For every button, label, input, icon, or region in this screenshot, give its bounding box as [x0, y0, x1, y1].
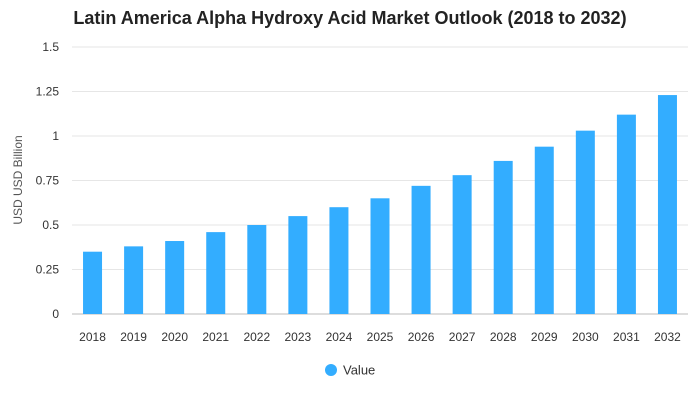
x-tick-label: 2023 — [285, 330, 312, 344]
y-tick-label: 1 — [52, 129, 59, 143]
bar-2018[interactable] — [83, 251, 103, 314]
y-axis-label: USD USD Billion — [11, 135, 25, 224]
y-axis-ticks: 0 0.25 0.5 0.75 1 1.25 1.5 — [36, 40, 60, 321]
y-tick-label: 0 — [52, 307, 59, 321]
x-tick-label: 2031 — [613, 330, 640, 344]
bar-2032[interactable] — [657, 95, 677, 314]
y-tick-label: 1.5 — [42, 40, 59, 54]
x-tick-label: 2027 — [449, 330, 476, 344]
bar-2030[interactable] — [575, 130, 595, 314]
bar-2028[interactable] — [493, 160, 513, 314]
bar-2019[interactable] — [124, 246, 144, 314]
x-tick-label: 2028 — [490, 330, 517, 344]
x-tick-label: 2018 — [79, 330, 106, 344]
bar-2020[interactable] — [165, 241, 185, 314]
x-tick-label: 2019 — [120, 330, 147, 344]
x-tick-label: 2026 — [408, 330, 435, 344]
bar-2031[interactable] — [616, 114, 636, 314]
y-tick-label: 0.25 — [36, 263, 60, 277]
y-tick-label: 0.5 — [42, 218, 59, 232]
x-tick-label: 2030 — [572, 330, 599, 344]
chart-title: Latin America Alpha Hydroxy Acid Market … — [73, 8, 627, 28]
x-tick-label: 2022 — [243, 330, 270, 344]
legend-swatch-value — [325, 364, 337, 376]
x-tick-label: 2021 — [202, 330, 229, 344]
legend[interactable]: Value — [325, 363, 375, 378]
bar-2025[interactable] — [370, 198, 390, 314]
x-tick-label: 2032 — [654, 330, 681, 344]
x-axis-ticks: 2018 2019 2020 2021 2022 2023 2024 2025 2026 2027… — [79, 330, 681, 344]
legend-label-value: Value — [343, 363, 375, 378]
bar-2029[interactable] — [534, 146, 554, 314]
x-tick-label: 2020 — [161, 330, 188, 344]
x-tick-label: 2025 — [367, 330, 394, 344]
bars — [83, 95, 677, 314]
x-tick-label: 2024 — [326, 330, 353, 344]
bar-2021[interactable] — [206, 232, 226, 314]
y-tick-label: 1.25 — [36, 85, 60, 99]
bar-2023[interactable] — [288, 216, 308, 314]
bar-2022[interactable] — [247, 225, 267, 314]
bar-2027[interactable] — [452, 175, 472, 314]
bar-2026[interactable] — [411, 185, 431, 314]
x-tick-label: 2029 — [531, 330, 558, 344]
bar-2024[interactable] — [329, 207, 349, 314]
y-tick-label: 0.75 — [36, 174, 60, 188]
